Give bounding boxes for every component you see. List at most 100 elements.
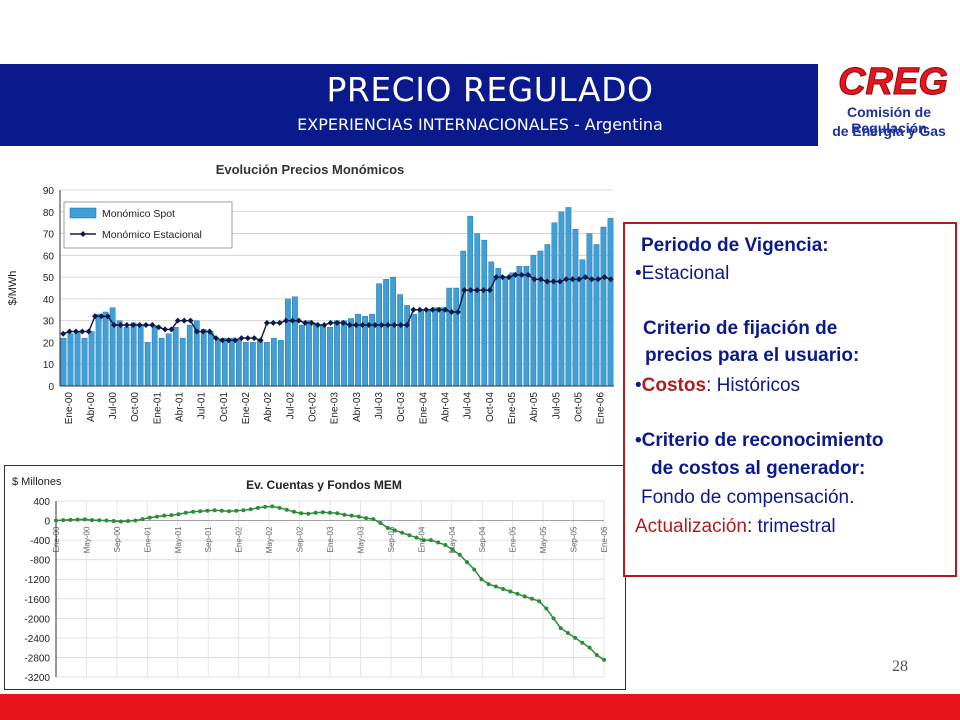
point-monomico-estacional [595, 276, 602, 283]
x-tick-label: Oct-02 [308, 392, 319, 422]
x-tick-label: May-01 [174, 526, 183, 553]
point-monomico-estacional [537, 276, 544, 283]
point-monomico-estacional [582, 274, 589, 281]
point-cuentas-fondos [82, 517, 87, 522]
point-monomico-estacional [512, 271, 519, 278]
x-tick-label: Abr-05 [529, 392, 540, 422]
point-cuentas-fondos [147, 515, 152, 520]
x-tick-label: Abr-02 [263, 392, 274, 422]
criterio-heading-2: precios para el usuario: [645, 345, 860, 366]
point-cuentas-fondos [270, 504, 275, 509]
point-cuentas-fondos [176, 512, 181, 517]
bar-monomico-spot [292, 296, 298, 387]
x-tick-label: Ene-00 [64, 392, 75, 425]
x-tick-label: Oct-00 [130, 392, 141, 422]
bar-monomico-spot [544, 244, 551, 387]
bar-monomico-spot [418, 309, 425, 387]
x-tick-label: Ene-01 [143, 526, 152, 552]
bullet-icon: • [635, 375, 642, 396]
point-cuentas-fondos [537, 599, 542, 604]
point-monomico-estacional [130, 322, 137, 329]
point-monomico-estacional [149, 322, 156, 329]
point-monomico-estacional [104, 313, 111, 320]
legend-swatch-estacional-marker [80, 231, 86, 237]
x-tick-label: Sep-02 [296, 526, 305, 552]
x-tick-label: Oct-01 [219, 392, 230, 422]
point-cuentas-fondos [364, 516, 369, 521]
point-monomico-estacional [518, 271, 525, 278]
bullet-icon: • [635, 263, 642, 284]
chart-title: Evolución Precios Monómicos [216, 162, 405, 177]
point-monomico-estacional [276, 319, 283, 326]
bar-monomico-spot [432, 307, 439, 387]
bar-monomico-spot [123, 326, 130, 387]
point-monomico-estacional [155, 324, 162, 331]
bar-monomico-spot [186, 324, 193, 387]
creg-wordmark-icon: CREG [838, 62, 948, 100]
bar-monomico-spot [88, 331, 95, 387]
page-title: PRECIO REGULADO [326, 70, 654, 109]
point-cuentas-fondos [457, 552, 462, 557]
point-cuentas-fondos [479, 577, 484, 582]
vigencia-item: •Estacional [635, 262, 729, 286]
point-cuentas-fondos [587, 645, 592, 650]
point-monomico-estacional [85, 328, 92, 335]
point-cuentas-fondos [407, 533, 412, 538]
point-monomico-estacional [563, 276, 570, 283]
bar-monomico-spot [558, 211, 565, 387]
footer-bar [0, 694, 960, 720]
bar-monomico-spot [383, 279, 389, 387]
point-monomico-estacional [181, 317, 188, 324]
point-cuentas-fondos [392, 528, 397, 533]
bar-monomico-spot [572, 228, 579, 387]
vigencia-value: Estacional [641, 263, 730, 284]
logo-brand-text: CREG [838, 62, 948, 100]
bar-monomico-spot [509, 272, 516, 387]
bar-monomico-spot [376, 283, 382, 387]
point-monomico-estacional [435, 306, 442, 313]
x-tick-label: Ene-03 [326, 526, 335, 552]
page-subtitle: EXPERIENCIAS INTERNACIONALES - Argentina [297, 115, 663, 134]
x-tick-label: Jul-03 [374, 392, 385, 420]
point-cuentas-fondos [183, 510, 188, 515]
point-monomico-estacional [142, 322, 149, 329]
point-monomico-estacional [423, 306, 430, 313]
bar-monomico-spot [95, 313, 102, 387]
y-tick-label: -2800 [24, 653, 50, 664]
point-monomico-estacional [314, 322, 321, 329]
point-monomico-estacional [295, 317, 302, 324]
reconocimiento-heading-1: •Criterio de reconocimiento [635, 429, 883, 453]
point-cuentas-fondos [558, 626, 563, 631]
point-monomico-estacional [251, 335, 258, 342]
y-tick-label: 0 [48, 382, 54, 393]
point-monomico-estacional [544, 278, 551, 285]
point-cuentas-fondos [328, 510, 332, 515]
bar-monomico-spot [306, 320, 312, 387]
point-cuentas-fondos [162, 513, 167, 518]
criterio-item: •Costos: Históricos [635, 374, 800, 398]
point-cuentas-fondos [544, 606, 549, 611]
point-monomico-estacional [474, 287, 481, 294]
point-cuentas-fondos [75, 517, 80, 522]
point-monomico-estacional [206, 328, 213, 335]
point-cuentas-fondos [580, 640, 585, 645]
bar-monomico-spot [446, 287, 453, 387]
logo-line-1: Comisión de Regulación [846, 104, 931, 136]
point-cuentas-fondos [198, 509, 203, 514]
point-cuentas-fondos [306, 511, 311, 516]
bar-monomico-spot [299, 324, 305, 387]
bar-monomico-spot [264, 342, 270, 387]
point-monomico-estacional [499, 274, 506, 281]
reconocimiento-value: Fondo de compensación. [641, 487, 855, 508]
x-tick-label: Sep-04 [478, 526, 487, 552]
point-cuentas-fondos [486, 582, 491, 587]
bar-monomico-spot [600, 226, 607, 387]
point-cuentas-fondos [342, 512, 347, 517]
y-tick-label: 70 [43, 230, 55, 241]
bar-monomico-spot [278, 340, 284, 387]
bar-monomico-spot [165, 333, 172, 387]
header-bar [0, 64, 960, 146]
point-cuentas-fondos [594, 653, 599, 657]
bar-monomico-spot [228, 337, 235, 387]
point-cuentas-fondos [450, 547, 455, 552]
